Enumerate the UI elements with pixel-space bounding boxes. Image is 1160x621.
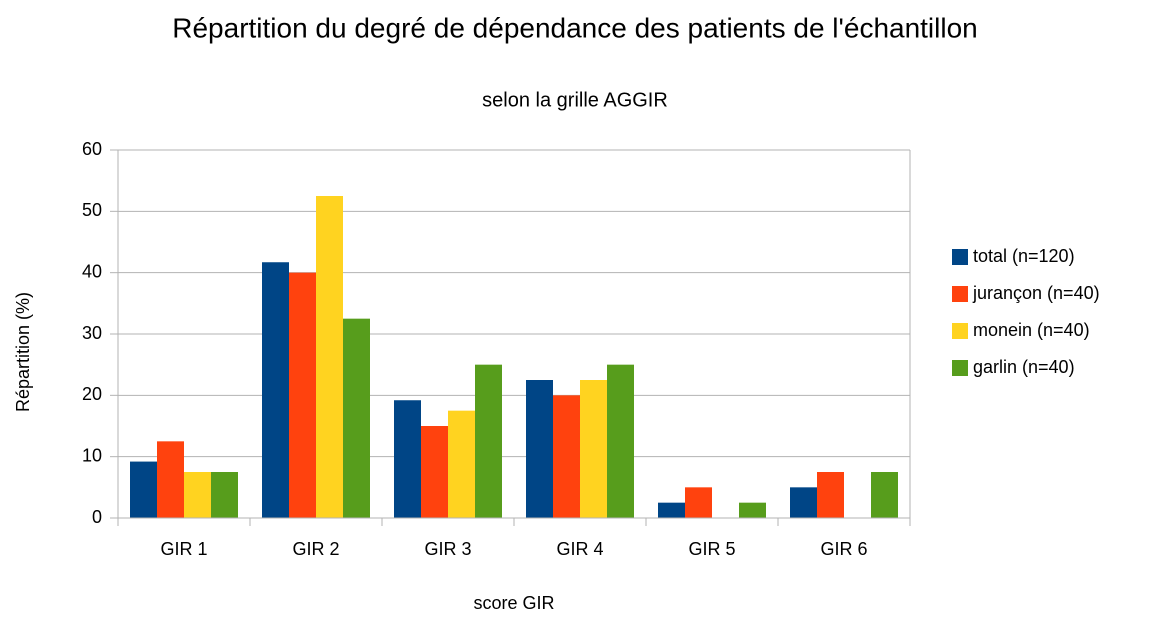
- bar: [739, 502, 766, 518]
- bar: [130, 461, 157, 518]
- bar: [184, 472, 211, 518]
- x-tick-label: GIR 5: [688, 539, 735, 559]
- x-tick-label: GIR 1: [160, 539, 207, 559]
- y-tick-label: 20: [82, 384, 102, 404]
- bar: [553, 395, 580, 518]
- bar: [817, 472, 844, 518]
- legend-swatch: [952, 323, 968, 339]
- legend-label: jurançon (n=40): [972, 283, 1100, 303]
- legend-swatch: [952, 249, 968, 265]
- bar: [394, 400, 421, 518]
- y-axis-label: Répartition (%): [13, 292, 33, 412]
- y-tick-label: 50: [82, 200, 102, 220]
- bar: [316, 196, 343, 518]
- bar: [421, 426, 448, 518]
- chart-subtitle: selon la grille AGGIR: [482, 89, 668, 111]
- y-tick-label: 40: [82, 261, 102, 281]
- bar: [790, 487, 817, 518]
- y-tick-label: 10: [82, 445, 102, 465]
- bar: [475, 364, 502, 518]
- legend-swatch: [952, 286, 968, 302]
- x-axis-label: score GIR: [473, 593, 554, 613]
- x-tick-label: GIR 6: [820, 539, 867, 559]
- bar: [658, 502, 685, 518]
- bar: [607, 364, 634, 518]
- legend-label: monein (n=40): [973, 320, 1090, 340]
- x-tick-label: GIR 2: [292, 539, 339, 559]
- bar: [289, 272, 316, 518]
- y-tick-label: 30: [82, 323, 102, 343]
- y-tick-label: 0: [92, 507, 102, 527]
- legend-label: total (n=120): [973, 246, 1075, 266]
- legend-label: garlin (n=40): [973, 357, 1075, 377]
- bar: [343, 318, 370, 518]
- x-tick-label: GIR 3: [424, 539, 471, 559]
- bar: [526, 380, 553, 518]
- bar: [685, 487, 712, 518]
- bar: [871, 472, 898, 518]
- legend-swatch: [952, 360, 968, 376]
- bar: [262, 262, 289, 518]
- bar: [448, 410, 475, 518]
- x-tick-label: GIR 4: [556, 539, 603, 559]
- y-tick-label: 60: [82, 139, 102, 159]
- bar: [211, 472, 238, 518]
- bar: [157, 441, 184, 518]
- bar: [580, 380, 607, 518]
- chart-title: Répartition du degré de dépendance des p…: [172, 12, 978, 43]
